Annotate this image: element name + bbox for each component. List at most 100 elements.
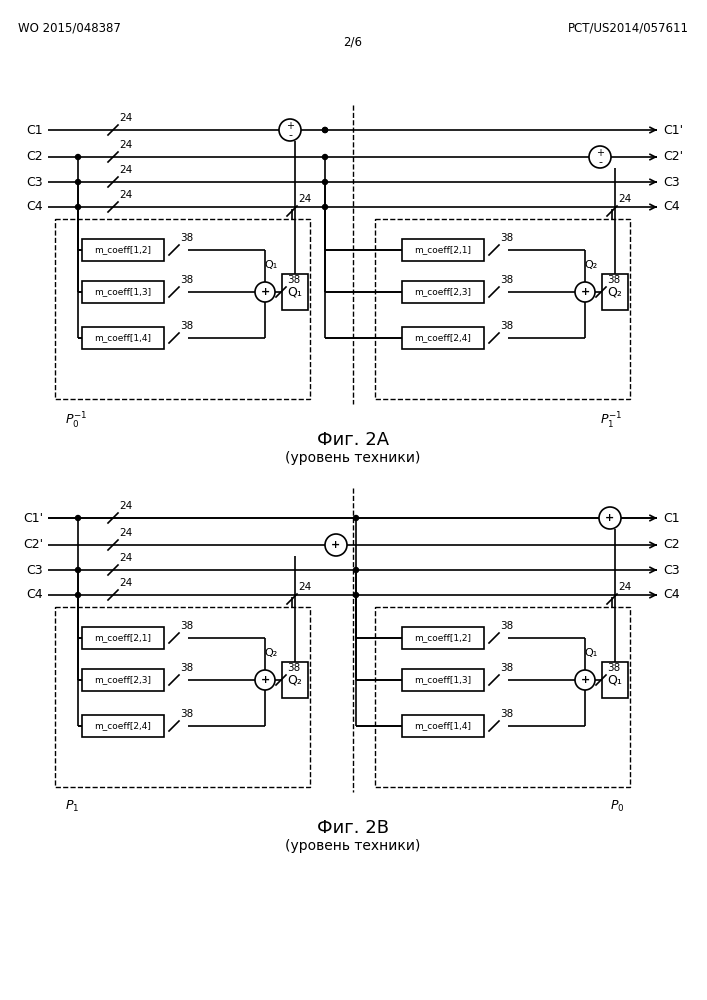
Text: C4: C4 <box>26 200 43 214</box>
Bar <box>82 715 164 737</box>
Bar <box>282 274 308 310</box>
Bar <box>82 627 164 649</box>
Text: 24: 24 <box>618 194 631 204</box>
Text: Q₂: Q₂ <box>288 674 303 686</box>
Text: (уровень техники): (уровень техники) <box>286 839 421 853</box>
Text: m_coeff[1,4]: m_coeff[1,4] <box>414 722 472 730</box>
Text: m_coeff[1,3]: m_coeff[1,3] <box>414 676 472 684</box>
Text: C2': C2' <box>663 150 683 163</box>
Text: m_coeff[2,1]: m_coeff[2,1] <box>414 245 472 254</box>
Text: C3: C3 <box>663 564 679 576</box>
Bar <box>282 662 308 698</box>
Text: 24: 24 <box>119 140 132 150</box>
Text: C4: C4 <box>26 588 43 601</box>
Text: 38: 38 <box>180 321 193 331</box>
Text: C2: C2 <box>26 150 43 163</box>
Circle shape <box>354 568 358 572</box>
Circle shape <box>76 516 81 520</box>
Text: 38: 38 <box>500 275 513 285</box>
Circle shape <box>322 180 327 184</box>
Text: 24: 24 <box>119 165 132 175</box>
Circle shape <box>255 670 275 690</box>
Circle shape <box>575 282 595 302</box>
Circle shape <box>354 592 358 597</box>
Text: $P_0^{-1}$: $P_0^{-1}$ <box>65 411 88 431</box>
Text: +: + <box>596 148 604 158</box>
Circle shape <box>76 180 81 184</box>
Bar <box>82 239 164 261</box>
Text: 38: 38 <box>180 233 193 243</box>
Bar <box>402 715 484 737</box>
Text: C2': C2' <box>23 538 43 552</box>
Text: C4: C4 <box>663 200 679 214</box>
Circle shape <box>76 205 81 210</box>
Bar <box>402 627 484 649</box>
Text: m_coeff[2,1]: m_coeff[2,1] <box>95 634 151 643</box>
Circle shape <box>255 282 275 302</box>
Text: PCT/US2014/057611: PCT/US2014/057611 <box>568 21 689 34</box>
Text: m_coeff[2,3]: m_coeff[2,3] <box>414 288 472 296</box>
Text: 38: 38 <box>500 321 513 331</box>
Text: 38: 38 <box>607 663 620 673</box>
Text: $P_1$: $P_1$ <box>65 799 79 814</box>
Text: 38: 38 <box>180 621 193 631</box>
Text: C1: C1 <box>26 123 43 136</box>
Text: 38: 38 <box>500 663 513 673</box>
Text: Q₂: Q₂ <box>264 648 278 658</box>
Bar <box>375 607 630 787</box>
Text: +: + <box>260 287 269 297</box>
Circle shape <box>322 127 327 132</box>
Text: m_coeff[1,2]: m_coeff[1,2] <box>95 245 151 254</box>
Text: 24: 24 <box>119 578 132 588</box>
Text: C1: C1 <box>663 512 679 524</box>
Text: C3: C3 <box>663 176 679 188</box>
Text: 24: 24 <box>119 190 132 200</box>
Circle shape <box>325 534 347 556</box>
Text: 24: 24 <box>298 582 311 592</box>
Circle shape <box>76 568 81 572</box>
Text: WO 2015/048387: WO 2015/048387 <box>18 21 121 34</box>
Text: C1': C1' <box>663 123 683 136</box>
Bar <box>402 327 484 349</box>
Text: 24: 24 <box>119 113 132 123</box>
Text: Q₁: Q₁ <box>288 286 303 298</box>
Text: Q₂: Q₂ <box>585 260 598 270</box>
Bar <box>55 219 310 399</box>
Circle shape <box>322 205 327 210</box>
Bar <box>55 607 310 787</box>
Text: 24: 24 <box>119 553 132 563</box>
Text: Q₁: Q₁ <box>585 648 598 658</box>
Bar <box>82 669 164 691</box>
Text: $P_0$: $P_0$ <box>610 799 624 814</box>
Text: Фиг. 2A: Фиг. 2A <box>317 431 389 449</box>
Text: +: + <box>260 675 269 685</box>
Text: 38: 38 <box>500 233 513 243</box>
Text: m_coeff[1,4]: m_coeff[1,4] <box>95 334 151 342</box>
Circle shape <box>575 670 595 690</box>
Bar <box>82 281 164 303</box>
Text: C3: C3 <box>26 176 43 188</box>
Text: Q₁: Q₁ <box>264 260 278 270</box>
Text: Q₂: Q₂ <box>607 286 622 298</box>
Text: 24: 24 <box>119 528 132 538</box>
Text: 38: 38 <box>180 275 193 285</box>
Text: 38: 38 <box>287 275 300 285</box>
Text: 2/6: 2/6 <box>344 35 363 48</box>
Text: 38: 38 <box>500 621 513 631</box>
Text: 38: 38 <box>180 709 193 719</box>
Text: C4: C4 <box>663 588 679 601</box>
Text: 38: 38 <box>180 663 193 673</box>
Text: 24: 24 <box>119 501 132 511</box>
Text: Q₁: Q₁ <box>607 674 622 686</box>
Text: 38: 38 <box>287 663 300 673</box>
Circle shape <box>322 154 327 159</box>
Text: $P_1^{-1}$: $P_1^{-1}$ <box>600 411 622 431</box>
Text: m_coeff[2,4]: m_coeff[2,4] <box>414 334 472 342</box>
Circle shape <box>76 592 81 597</box>
Circle shape <box>599 507 621 529</box>
Bar <box>82 327 164 349</box>
Bar <box>402 281 484 303</box>
Text: (уровень техники): (уровень техники) <box>286 451 421 465</box>
Text: 24: 24 <box>298 194 311 204</box>
Text: C2: C2 <box>663 538 679 552</box>
